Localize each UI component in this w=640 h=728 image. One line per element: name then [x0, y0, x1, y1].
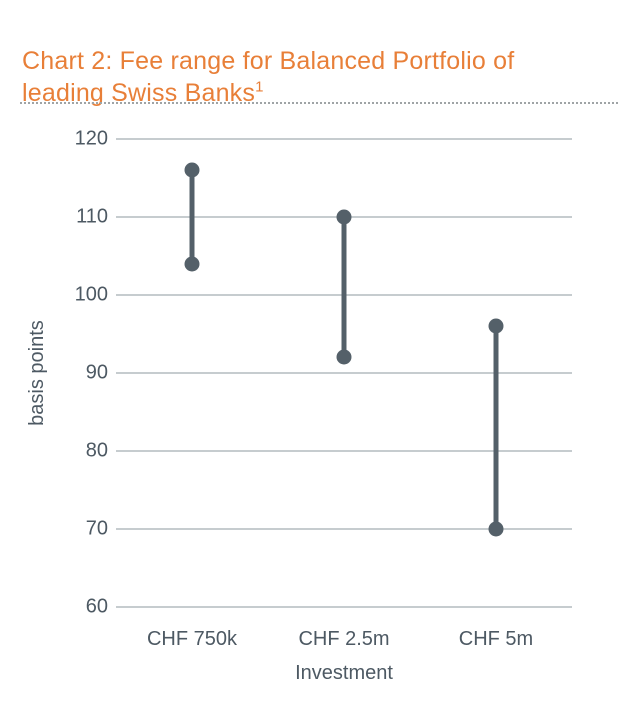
gridline-80 [116, 450, 572, 452]
range-dot-low-1 [184, 256, 200, 272]
gridline-60 [116, 606, 572, 608]
y-tick-label-70: 70 [85, 517, 108, 540]
x-tick-label-1: CHF 750k [146, 628, 238, 650]
range-bar-2 [341, 217, 347, 358]
range-dot-high-3 [488, 318, 504, 334]
range-bar-1 [189, 170, 195, 264]
gridline-120 [116, 138, 572, 140]
fee-range-chart: basis points CHF 750k CHF 2.5m CHF 5m Inve… [0, 110, 640, 728]
footnote-marker: 1 [255, 78, 264, 96]
title-divider [20, 102, 618, 104]
range-bar-3 [493, 326, 499, 529]
y-tick-label-100: 100 [74, 283, 108, 306]
x-tick-label-2: CHF 2.5m [298, 628, 390, 650]
gridline-70 [116, 528, 572, 530]
y-tick-label-80: 80 [85, 439, 108, 462]
y-tick-label-110: 110 [76, 205, 108, 228]
y-tick-label-120: 120 [74, 127, 108, 150]
chart-title-line1: Chart 2: Fee range for Balanced Portfoli… [22, 46, 515, 75]
chart-title: Chart 2: Fee range for Balanced Portfoli… [22, 45, 618, 109]
y-tick-label-90: 90 [85, 361, 108, 384]
gridline-90 [116, 372, 572, 374]
range-dot-low-3 [488, 521, 504, 537]
range-dot-high-2 [336, 209, 352, 225]
range-dot-high-1 [184, 162, 200, 178]
y-tick-label-60: 60 [85, 595, 108, 618]
plot-area [116, 138, 572, 608]
x-axis-title: Investment [295, 662, 393, 684]
range-dot-low-2 [336, 349, 352, 365]
x-tick-label-3: CHF 5m [458, 628, 534, 650]
